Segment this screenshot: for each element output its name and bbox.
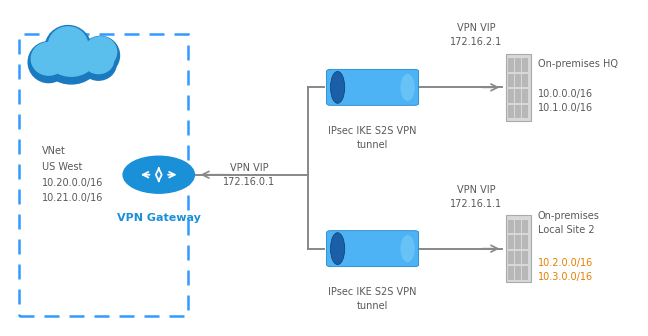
Text: VNet
US West
10.20.0.0/16
10.21.0.0/16: VNet US West 10.20.0.0/16 10.21.0.0/16 bbox=[42, 146, 104, 203]
Ellipse shape bbox=[49, 27, 87, 64]
Bar bbox=[508, 266, 515, 280]
Bar bbox=[515, 235, 521, 249]
Ellipse shape bbox=[84, 37, 117, 67]
Bar bbox=[515, 220, 521, 233]
Bar bbox=[522, 89, 528, 103]
Text: IPsec IKE S2S VPN
tunnel: IPsec IKE S2S VPN tunnel bbox=[329, 287, 417, 311]
Bar bbox=[508, 220, 515, 233]
Text: VPN VIP
172.16.1.1: VPN VIP 172.16.1.1 bbox=[450, 184, 502, 209]
Bar bbox=[515, 105, 521, 118]
Text: On-premises HQ: On-premises HQ bbox=[538, 59, 618, 69]
Bar bbox=[515, 74, 521, 87]
FancyBboxPatch shape bbox=[327, 230, 419, 267]
Bar bbox=[506, 54, 531, 121]
Bar bbox=[522, 58, 528, 72]
Text: VPN VIP
172.16.2.1: VPN VIP 172.16.2.1 bbox=[450, 23, 502, 47]
Bar bbox=[515, 58, 521, 72]
Bar bbox=[515, 266, 521, 280]
Circle shape bbox=[123, 156, 194, 193]
Ellipse shape bbox=[81, 47, 116, 80]
Text: 10.0.0.0/16
10.1.0.0/16: 10.0.0.0/16 10.1.0.0/16 bbox=[538, 89, 593, 113]
Bar bbox=[19, 34, 188, 316]
FancyBboxPatch shape bbox=[327, 70, 419, 106]
Text: On-premises
Local Site 2: On-premises Local Site 2 bbox=[538, 211, 599, 236]
Ellipse shape bbox=[82, 36, 119, 75]
Ellipse shape bbox=[84, 47, 113, 74]
Bar bbox=[522, 235, 528, 249]
Text: VPN VIP
172.16.0.1: VPN VIP 172.16.0.1 bbox=[224, 163, 275, 187]
Ellipse shape bbox=[330, 72, 345, 103]
Bar bbox=[522, 105, 528, 118]
Text: 10.2.0.0/16
10.3.0.0/16: 10.2.0.0/16 10.3.0.0/16 bbox=[538, 258, 593, 283]
Ellipse shape bbox=[29, 42, 69, 83]
Bar bbox=[508, 74, 515, 87]
Bar bbox=[522, 220, 528, 233]
Bar bbox=[515, 89, 521, 103]
Bar bbox=[522, 74, 528, 87]
Bar bbox=[522, 251, 528, 264]
Ellipse shape bbox=[400, 74, 415, 101]
Bar bbox=[522, 266, 528, 280]
Ellipse shape bbox=[44, 40, 98, 84]
Ellipse shape bbox=[31, 42, 66, 75]
Ellipse shape bbox=[330, 233, 345, 265]
Bar bbox=[508, 235, 515, 249]
Text: IPsec IKE S2S VPN
tunnel: IPsec IKE S2S VPN tunnel bbox=[329, 126, 417, 150]
Bar bbox=[508, 58, 515, 72]
Text: VPN Gateway: VPN Gateway bbox=[117, 213, 201, 223]
Bar bbox=[515, 251, 521, 264]
Bar bbox=[508, 89, 515, 103]
Ellipse shape bbox=[45, 26, 91, 72]
Bar bbox=[506, 215, 531, 282]
Bar bbox=[508, 251, 515, 264]
Ellipse shape bbox=[48, 41, 95, 76]
Bar bbox=[508, 105, 515, 118]
Ellipse shape bbox=[400, 235, 415, 262]
